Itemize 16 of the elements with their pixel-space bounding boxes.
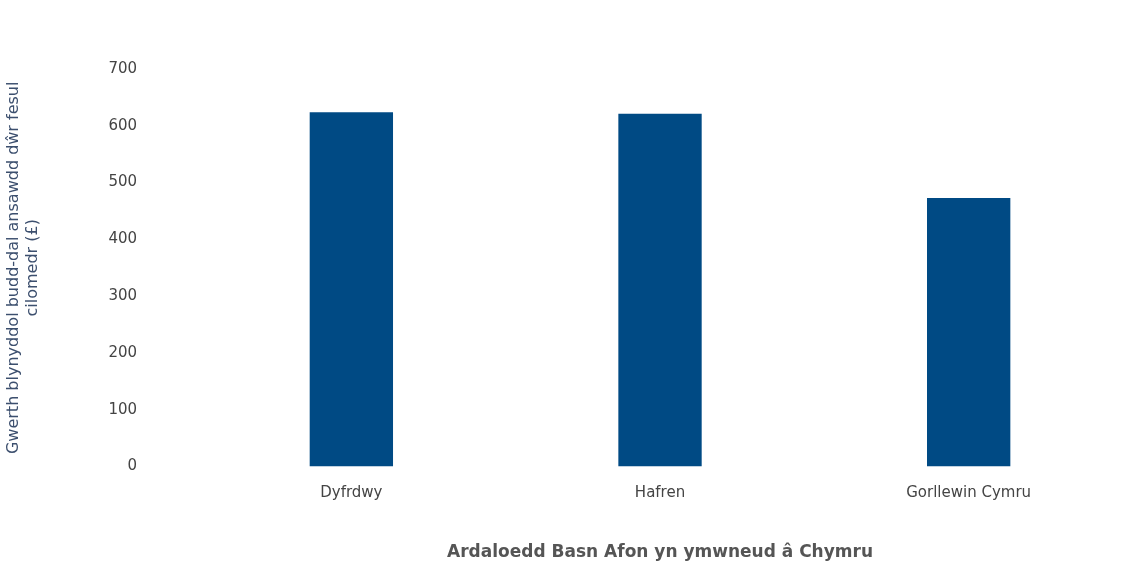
x-tick-label: Dyfrdwy bbox=[320, 483, 383, 502]
x-tick-label: Hafren bbox=[634, 483, 686, 502]
y-tick-label: 700 bbox=[108, 58, 138, 77]
bar bbox=[618, 113, 702, 467]
y-tick-label: 400 bbox=[108, 229, 138, 248]
y-tick-label: 100 bbox=[108, 399, 138, 418]
bar bbox=[309, 112, 394, 467]
bar bbox=[927, 197, 1011, 467]
y-tick-label: 500 bbox=[108, 172, 138, 191]
x-axis-title: Ardaloedd Basn Afon yn ymwneud â Chymru bbox=[447, 541, 874, 562]
y-tick-label: 600 bbox=[108, 115, 138, 134]
y-tick-label: 300 bbox=[108, 286, 138, 305]
x-tick-label: Gorllewin Cymru bbox=[906, 483, 1032, 502]
y-tick-label: 200 bbox=[108, 342, 138, 361]
y-axis-title: Gwerth blynyddol budd-dal ansawdd dŵr fesul cilomedr (£) bbox=[2, 81, 41, 455]
y-tick-label: 0 bbox=[127, 456, 138, 475]
